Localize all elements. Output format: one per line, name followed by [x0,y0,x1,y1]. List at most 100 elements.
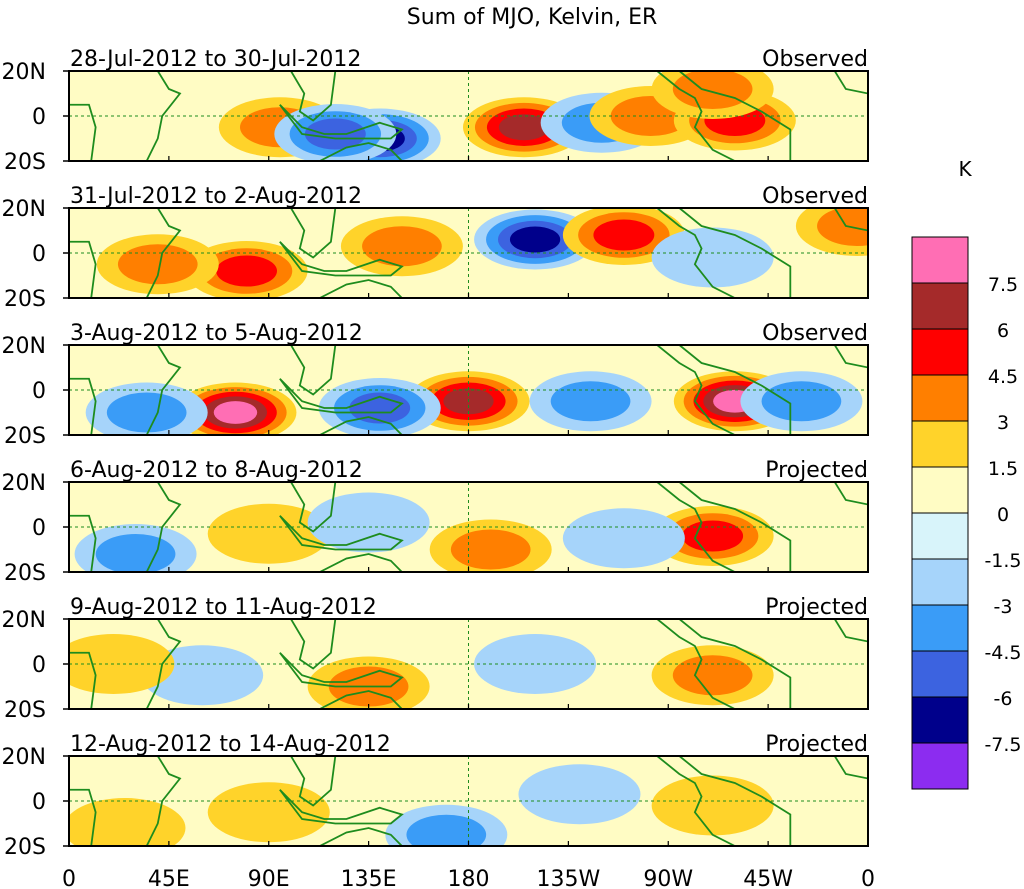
x-tick-label: 135W [537,867,601,889]
y-tick-label: 20N [2,745,46,770]
panel-5: 9-Aug-2012 to 11-Aug-2012 Projected 20N 0 20… [2,595,869,723]
coastline [319,827,404,846]
coastline [279,652,404,688]
coastline [833,208,868,232]
coastline [319,142,404,161]
colorbar-swatch [911,558,969,606]
anomaly-contour [672,655,753,696]
anomaly-contour [349,392,411,424]
colorbar-label: -7.5 [984,734,1021,756]
anomaly-field [69,71,868,161]
colorbar-label: 6 [997,320,1009,342]
panel-3: 3-Aug-2012 to 5-Aug-2012 Observed 20N 0 20S [2,321,869,449]
anomaly-field [69,619,868,709]
anomaly-contour [562,508,685,569]
anomaly-contour [106,392,187,433]
coastline [279,515,404,551]
panel-status-label: Projected [765,458,868,483]
colorbar-swatch [911,512,969,560]
anomaly-contour [213,401,258,424]
colorbar-swatch [911,420,969,468]
colorbar-swatch [911,282,969,330]
colorbar-units-label: K [958,157,972,181]
panel-status-label: Observed [762,321,868,346]
colorbar-swatch [911,696,969,744]
panel-period-label: 31-Jul-2012 to 2-Aug-2012 [70,184,362,209]
coastline [279,378,404,414]
colorbar-swatch [911,604,969,652]
anomaly-contour [509,226,561,253]
x-tick-label: 0 [861,867,875,889]
panel-status-label: Observed [762,184,868,209]
coastline [319,690,404,709]
anomaly-contour [593,219,655,251]
coastline [289,619,337,670]
coastline [279,241,404,277]
colorbar-label: -4.5 [984,642,1021,664]
anomaly-field [69,345,868,435]
anomaly-contour [207,503,330,564]
anomaly-contour [672,71,753,109]
coastline [69,619,182,709]
colorbar-swatch [911,374,969,422]
colorbar-label: 0 [997,504,1009,526]
coastline [279,789,404,825]
coastline [655,482,792,572]
coastline [319,416,404,435]
anomaly-field [69,482,868,572]
y-tick-label: 0 [32,790,46,815]
anomaly-contour [817,208,868,246]
x-tick-label: 0 [62,867,76,889]
x-tick-label: 135E [341,867,397,889]
coastline [655,619,792,709]
anomaly-contour [95,534,176,572]
coastline [655,756,792,846]
anomaly-contour [362,226,442,267]
y-tick-label: 20S [4,698,46,723]
anomaly-contour [761,381,842,422]
anomaly-contour [207,782,330,843]
y-tick-label: 20S [4,561,46,586]
colorbar-swatch [911,236,969,284]
colorbar-label: 4.5 [988,366,1018,388]
y-tick-label: 20N [2,608,46,633]
coastline [289,756,337,807]
panel-status-label: Observed [762,47,868,72]
panel-period-label: 6-Aug-2012 to 8-Aug-2012 [70,458,363,483]
colorbar: 7.5 6 4.5 3 1.5 0 -1.5 -3 -4.5 -6 -7.5 [911,236,1022,790]
x-tick-label: 45E [148,867,190,889]
y-tick-label: 20N [2,471,46,496]
coastline [289,345,337,396]
x-tick-label: 180 [448,867,490,889]
anomaly-contour [307,492,430,553]
panel-period-label: 28-Jul-2012 to 30-Jul-2012 [70,47,361,72]
coastline [69,345,182,435]
colorbar-swatch [911,742,969,790]
colorbar-label: 7.5 [988,274,1018,296]
panel-6: 12-Aug-2012 to 14-Aug-2012 Projected 20N 0 2… [2,732,869,860]
anomaly-contour [69,798,186,846]
y-tick-label: 20S [4,835,46,860]
coastline [69,208,182,298]
colorbar-label: 1.5 [988,458,1018,480]
colorbar-label: 3 [997,412,1009,434]
anomaly-contour [216,255,277,287]
colorbar-label: -1.5 [984,550,1021,572]
anomaly-contour [498,114,550,141]
y-tick-label: 20S [4,287,46,312]
anomaly-contour [550,381,631,422]
coastline [833,482,868,506]
coastline [289,208,337,259]
anomaly-contour [651,775,774,836]
anomaly-contour [406,814,487,846]
chart-title: Sum of MJO, Kelvin, ER [407,5,658,30]
anomaly-contour [651,227,774,288]
anomaly-contour [474,634,597,694]
anomaly-contour [450,529,531,570]
y-tick-label: 20N [2,60,46,85]
coastline [69,756,182,846]
coastline [289,482,337,533]
panel-status-label: Projected [765,732,868,757]
x-axis: 0 45E 90E 135E 180 135W 90W 45W 0 [62,867,875,889]
